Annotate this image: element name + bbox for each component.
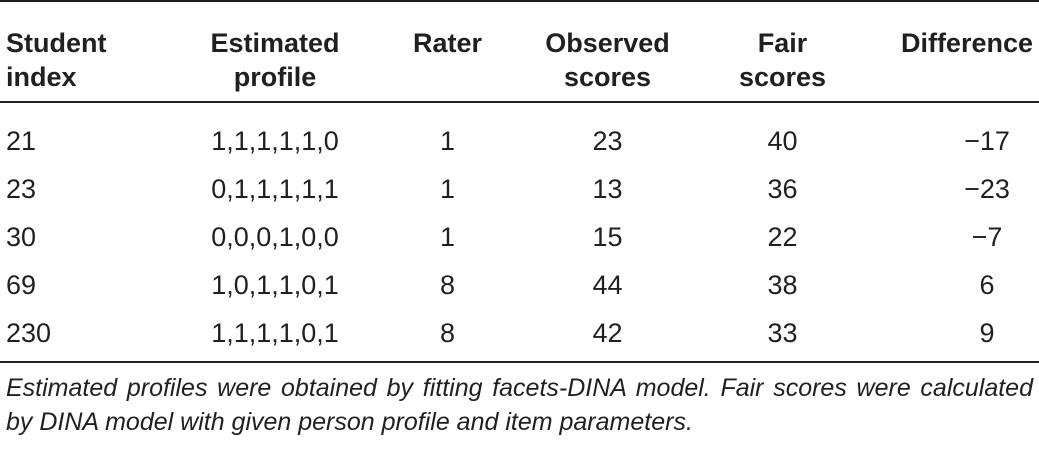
table-row: 230 1,1,1,1,0,1 8 42 33 9 <box>0 309 1039 363</box>
header-difference: Difference <box>865 0 1039 101</box>
cell-estimated-profile: 1,1,1,1,0,1 <box>170 309 380 363</box>
cell-difference: 9 <box>865 309 1039 363</box>
cell-observed-scores: 44 <box>592 270 623 300</box>
cell-rater: 1 <box>439 126 456 156</box>
cell-student-index: 30 <box>6 222 37 252</box>
header-line-1: Student <box>6 28 107 58</box>
cell-estimated-profile: 0,1,1,1,1,1 <box>211 174 339 204</box>
header-observed-scores: Observed scores <box>515 0 700 101</box>
cell-observed-scores: 23 <box>592 126 623 156</box>
cell-student-index: 23 <box>6 174 37 204</box>
cell-fair-scores: 33 <box>700 309 865 363</box>
header-fair-scores: Fair scores <box>700 0 865 101</box>
cell-fair-scores: 36 <box>767 174 798 204</box>
header-line-1: Observed <box>545 28 670 58</box>
header-row: Student index Estimated profile Rater Ob… <box>0 0 1039 101</box>
header-line-1: Difference <box>900 28 1033 58</box>
results-table: Student index Estimated profile Rater Ob… <box>0 0 1039 363</box>
cell-difference: 6 <box>979 270 995 300</box>
header-line-1: Fair <box>757 28 808 58</box>
table-row: 21 1,1,1,1,1,0 1 23 40 −17 <box>0 102 1039 165</box>
cell-student-index: 21 <box>6 126 37 156</box>
table-footnote: Estimated profiles were obtained by fitt… <box>6 374 1033 436</box>
table-row: 23 0,1,1,1,1,1 1 13 36 −23 <box>0 165 1039 213</box>
cell-fair-scores: 22 <box>767 222 798 252</box>
cell-student-index: 69 <box>6 270 37 300</box>
table-body: 21 1,1,1,1,1,0 1 23 40 −17 23 0,1,1,1,1,… <box>0 102 1039 363</box>
cell-difference: −17 <box>964 126 1010 156</box>
header-student-index: Student index <box>0 0 170 101</box>
cell-difference: −7 <box>971 222 1003 252</box>
cell-difference: −23 <box>964 174 1010 204</box>
cell-observed-scores: 13 <box>592 174 623 204</box>
header-line-2: scores <box>738 62 827 92</box>
cell-rater: 8 <box>380 309 515 363</box>
cell-estimated-profile: 0,0,0,1,0,0 <box>211 222 339 252</box>
header-rater: Rater <box>380 0 515 101</box>
header-line-2: index <box>6 62 77 92</box>
header-line-2: profile <box>233 62 317 92</box>
header-estimated-profile: Estimated profile <box>170 0 380 101</box>
cell-rater: 1 <box>439 222 456 252</box>
header-line-1: Rater <box>412 28 483 58</box>
cell-observed-scores: 42 <box>515 309 700 363</box>
cell-fair-scores: 40 <box>767 126 798 156</box>
table-row: 69 1,0,1,1,0,1 8 44 38 6 <box>0 261 1039 309</box>
header-line-1: Estimated <box>210 28 340 58</box>
cell-student-index: 230 <box>0 309 170 363</box>
cell-estimated-profile: 1,0,1,1,0,1 <box>211 270 339 300</box>
cell-estimated-profile: 1,1,1,1,1,0 <box>211 126 339 156</box>
table-header: Student index Estimated profile Rater Ob… <box>0 0 1039 103</box>
cell-rater: 1 <box>439 174 456 204</box>
cell-observed-scores: 15 <box>592 222 623 252</box>
cell-rater: 8 <box>439 270 456 300</box>
table-row: 30 0,0,0,1,0,0 1 15 22 −7 <box>0 213 1039 261</box>
cell-fair-scores: 38 <box>767 270 798 300</box>
header-line-2: scores <box>563 62 652 92</box>
